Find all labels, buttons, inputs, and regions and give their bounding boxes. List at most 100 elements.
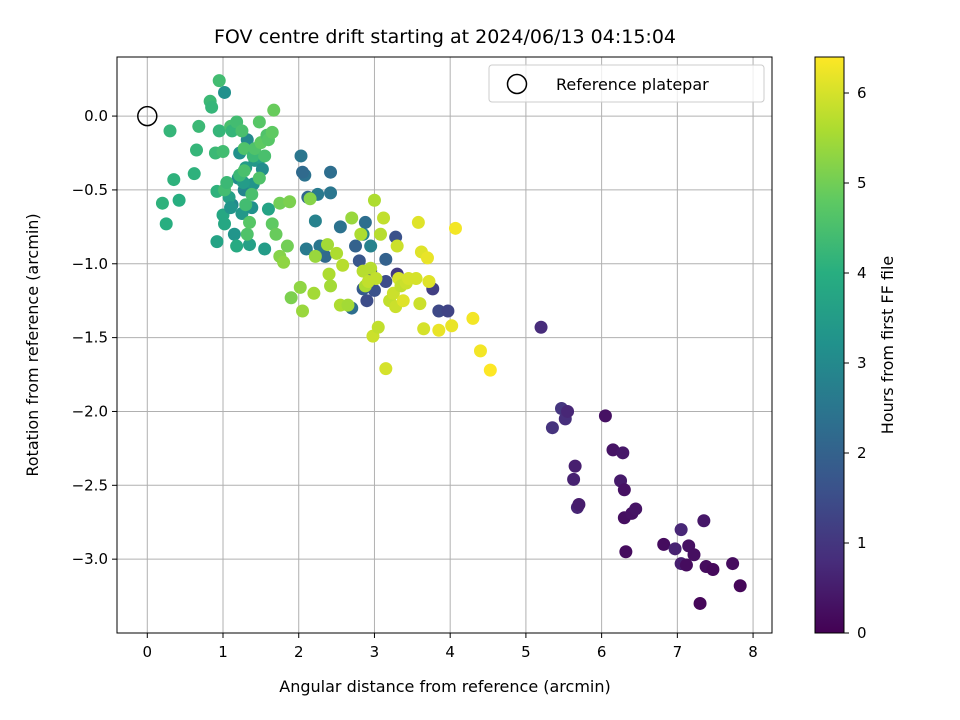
data-point — [172, 193, 186, 207]
y-tick-label: −1.5 — [72, 329, 108, 347]
data-point — [358, 215, 372, 229]
data-point — [322, 267, 336, 281]
data-point — [308, 249, 322, 263]
y-tick-label: −2.5 — [72, 476, 108, 494]
data-point — [205, 100, 219, 114]
chart-title: FOV centre drift starting at 2024/06/13 … — [214, 26, 676, 48]
data-point — [733, 579, 747, 593]
y-axis-ticks: 0.0 −0.5 −1.0 −1.5 −2.0 −2.5 −3.0 — [72, 107, 117, 568]
colorbar-tick-label: 1 — [857, 534, 867, 552]
legend-marker-icon — [506, 73, 528, 95]
data-point — [293, 280, 307, 294]
data-point — [706, 562, 720, 576]
data-point — [473, 344, 487, 358]
legend: Reference platepar — [488, 64, 765, 103]
data-point — [227, 227, 241, 241]
legend-box — [488, 64, 765, 103]
data-point — [230, 239, 244, 253]
data-point — [360, 294, 374, 308]
data-point — [218, 217, 232, 231]
data-point — [269, 227, 283, 241]
x-tick-label: 6 — [597, 643, 607, 661]
data-point — [726, 557, 740, 571]
data-point — [349, 239, 363, 253]
data-points — [155, 74, 747, 610]
data-point — [252, 171, 266, 185]
data-point — [619, 545, 633, 559]
data-point — [324, 165, 338, 179]
data-point — [417, 322, 431, 336]
x-tick-label: 7 — [673, 643, 683, 661]
data-point — [239, 198, 253, 212]
data-point — [318, 249, 332, 263]
data-point — [237, 164, 251, 178]
data-point — [432, 323, 446, 337]
data-point — [273, 196, 287, 210]
x-tick-label: 0 — [143, 643, 153, 661]
data-point — [159, 217, 173, 231]
data-point — [283, 195, 297, 209]
data-point — [280, 239, 294, 253]
data-point — [411, 215, 425, 229]
y-axis-label: Rotation from reference (arcmin) — [23, 213, 42, 476]
data-point — [420, 251, 434, 265]
plot-frame — [116, 56, 773, 634]
data-point — [296, 165, 310, 179]
data-point — [567, 472, 581, 486]
colorbar-gradient — [814, 56, 845, 634]
data-point — [224, 201, 238, 215]
data-point — [220, 176, 234, 190]
data-point — [354, 227, 368, 241]
data-point — [336, 258, 350, 272]
x-axis-ticks: 0 1 2 3 4 5 6 7 8 — [143, 633, 758, 661]
data-point — [697, 514, 711, 528]
data-point — [218, 85, 232, 99]
data-point — [364, 239, 378, 253]
data-point — [303, 192, 317, 206]
data-point — [409, 272, 423, 286]
data-point — [364, 261, 378, 275]
x-tick-label: 3 — [370, 643, 380, 661]
data-point — [616, 446, 630, 460]
data-point — [210, 235, 224, 249]
data-point — [606, 443, 620, 457]
data-point — [294, 149, 308, 163]
data-point — [483, 363, 497, 377]
data-point — [390, 239, 404, 253]
y-tick-label: −1.0 — [72, 255, 108, 273]
data-point — [163, 124, 177, 138]
plot-area — [116, 56, 773, 634]
data-point — [299, 242, 313, 256]
data-point — [441, 304, 455, 318]
data-point — [445, 319, 459, 333]
data-point — [379, 252, 393, 266]
reference-platepar-marker — [137, 105, 158, 127]
data-point — [367, 193, 381, 207]
data-point — [330, 246, 344, 260]
data-point — [448, 221, 462, 235]
colorbar-tick-label: 6 — [857, 84, 867, 102]
data-point — [377, 211, 391, 225]
data-point — [324, 186, 338, 200]
data-point — [693, 596, 707, 610]
x-tick-label: 2 — [294, 643, 304, 661]
data-point — [598, 409, 612, 423]
data-point — [261, 202, 275, 216]
data-point — [413, 297, 427, 311]
data-point — [192, 119, 206, 133]
colorbar-tick-label: 0 — [857, 624, 867, 642]
data-point — [284, 291, 298, 305]
data-point — [216, 145, 230, 159]
data-point — [657, 537, 671, 551]
y-tick-label: −3.0 — [72, 550, 108, 568]
data-point — [371, 320, 385, 334]
colorbar: 0 1 2 3 4 5 6 Hours from first FF file — [814, 56, 897, 642]
data-point — [243, 238, 257, 252]
data-point — [187, 167, 201, 181]
data-point — [369, 272, 383, 286]
data-point — [466, 311, 480, 325]
colorbar-ticks: 0 1 2 3 4 5 6 — [844, 84, 867, 642]
data-point — [352, 254, 366, 268]
colorbar-label: Hours from first FF file — [878, 256, 897, 435]
